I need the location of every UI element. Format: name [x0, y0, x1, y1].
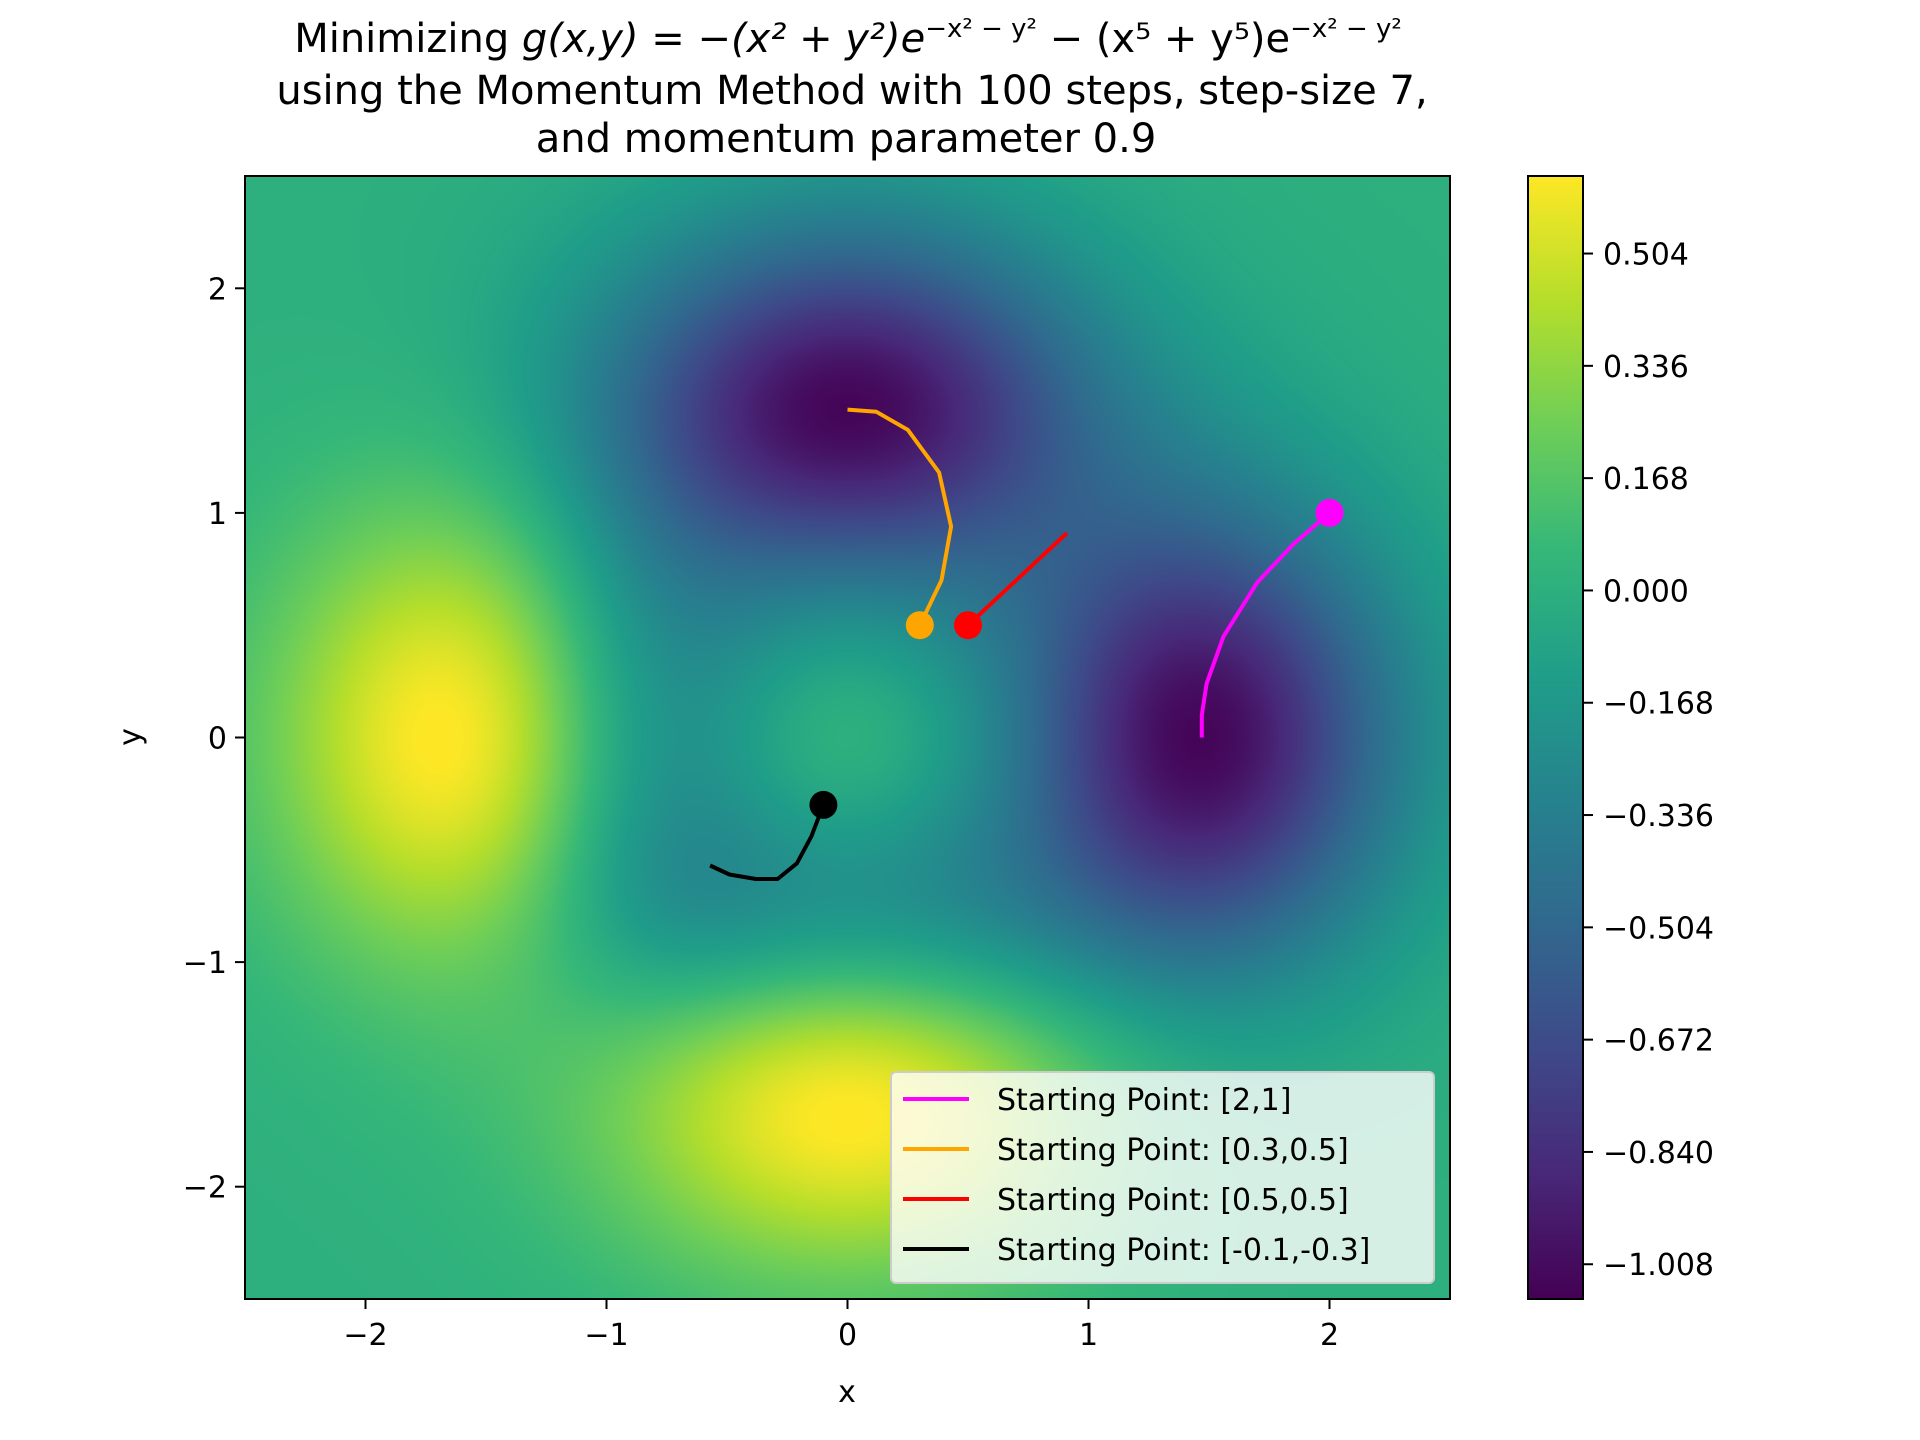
trajectory-line-3 — [966, 531, 1069, 627]
legend-box — [890, 1071, 1435, 1284]
chart-title-line-1: Minimizing g(x,y) = −(x² + y²)e−x² − y² … — [294, 14, 1402, 62]
colorbar-tick-label: 0.504 — [1603, 238, 1689, 273]
y-tick-label: −2 — [183, 1171, 227, 1206]
colorbar — [1528, 176, 1583, 1299]
chart-title-line-2: using the Momentum Method with 100 steps… — [276, 68, 1427, 114]
trajectory-line-4 — [709, 804, 826, 881]
x-tick-label: 2 — [1320, 1318, 1339, 1353]
y-tick-label: 0 — [208, 722, 227, 757]
colorbar-tick-label: 0.168 — [1603, 462, 1689, 497]
legend-label: Starting Point: [2,1] — [997, 1083, 1291, 1118]
y-axis-label: y — [113, 728, 148, 746]
colorbar-frame — [1527, 175, 1584, 1300]
colorbar-tick-label: −0.168 — [1603, 687, 1714, 722]
start-point-marker-4 — [809, 790, 838, 819]
trajectory-layer — [709, 407, 1344, 881]
colorbar-tick-label: 0.000 — [1603, 574, 1689, 609]
x-axis: −2 −1 0 1 2 — [343, 1299, 1339, 1353]
legend-label: Starting Point: [-0.1,-0.3] — [997, 1233, 1370, 1268]
x-tick-label: 1 — [1079, 1318, 1098, 1353]
legend-label: Starting Point: [0.3,0.5] — [997, 1133, 1349, 1168]
start-point-marker-3 — [954, 611, 982, 640]
colorbar-axis: 0.504 0.336 0.168 0.000 −0.168 −0.336 −0.504 −0… — [1583, 238, 1714, 1283]
x-tick-label: −1 — [584, 1318, 628, 1353]
y-tick-label: −1 — [183, 946, 227, 981]
trajectory-line-2 — [847, 407, 954, 627]
y-tick-label: 1 — [208, 497, 227, 532]
start-point-marker-1 — [1315, 498, 1344, 527]
colorbar-tick-label: −1.008 — [1603, 1248, 1714, 1283]
legend: Starting Point: [2,1] Starting Point: [0.… — [890, 1071, 1435, 1284]
colorbar-tick-label: −0.672 — [1603, 1024, 1714, 1059]
x-axis-label: x — [838, 1375, 856, 1410]
colorbar-tick-label: −0.840 — [1603, 1136, 1714, 1171]
colorbar-tick-label: −0.504 — [1603, 911, 1714, 946]
trajectory-line-1 — [1199, 511, 1331, 738]
y-tick-label: 2 — [208, 272, 227, 307]
chart-title-line-3: and momentum parameter 0.9 — [536, 116, 1157, 162]
legend-label: Starting Point: [0.5,0.5] — [997, 1183, 1349, 1218]
x-tick-label: −2 — [343, 1318, 387, 1353]
start-point-marker-2 — [905, 611, 934, 640]
colorbar-tick-label: −0.336 — [1603, 799, 1714, 834]
colorbar-tick-label: 0.336 — [1603, 350, 1689, 385]
x-tick-label: 0 — [838, 1318, 857, 1353]
y-axis: −2 −1 0 1 2 — [183, 272, 245, 1206]
